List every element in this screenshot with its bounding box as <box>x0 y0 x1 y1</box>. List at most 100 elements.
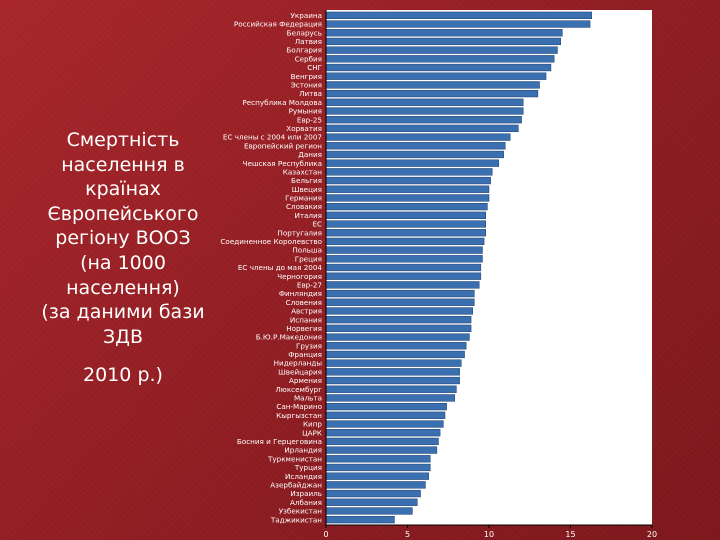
category-label: Италия <box>294 211 322 220</box>
category-label: Эстония <box>291 81 322 90</box>
category-label: Босния и Герцеговина <box>237 437 322 446</box>
category-label: Германия <box>285 194 322 203</box>
category-label: Исландия <box>285 472 322 481</box>
bar <box>325 463 431 472</box>
bar <box>325 507 413 515</box>
bar <box>325 368 460 376</box>
bar <box>325 98 524 106</box>
category-label: ЦАРК <box>302 428 322 437</box>
category-label: Сербия <box>295 54 322 63</box>
bar <box>325 168 493 176</box>
category-label: Болгария <box>286 46 322 55</box>
bar <box>325 246 483 254</box>
category-label: Румыния <box>289 107 322 116</box>
category-label: Словения <box>286 298 322 307</box>
category-label: Туркменистан <box>267 454 322 463</box>
bar <box>325 429 441 437</box>
bar <box>325 342 467 350</box>
category-label: ЕС <box>312 220 322 229</box>
bar <box>325 107 524 115</box>
category-label: Кыргызстан <box>276 411 322 420</box>
category-label: Казахстан <box>283 167 323 176</box>
category-label: Литва <box>299 89 322 98</box>
bar <box>325 394 456 402</box>
category-label: Российская Федерация <box>234 20 322 29</box>
bar <box>325 516 395 524</box>
category-label: Хорватия <box>286 124 322 133</box>
bar <box>325 498 418 506</box>
bar <box>325 133 511 141</box>
bar <box>325 446 438 454</box>
bar <box>325 159 500 167</box>
category-label: Португалия <box>277 228 322 237</box>
bar <box>325 350 465 359</box>
bar <box>325 481 426 489</box>
category-label: Евр-27 <box>297 280 322 289</box>
category-label: Турция <box>294 463 322 472</box>
bar <box>325 359 462 367</box>
bar <box>325 263 482 272</box>
category-label: Беларусь <box>287 28 322 37</box>
category-label: Австрия <box>291 307 322 316</box>
bar <box>325 472 429 480</box>
category-label: ЕС члены до мая 2004 <box>238 263 323 272</box>
x-tick-label: 15 <box>565 530 575 539</box>
category-label: Грузия <box>296 341 322 350</box>
bar <box>325 81 540 89</box>
bar <box>325 229 486 237</box>
category-label: Украина <box>291 11 322 20</box>
category-label: Испания <box>290 315 322 324</box>
category-label: Словакия <box>286 202 322 211</box>
bar <box>325 20 591 28</box>
category-label: Финляндия <box>279 289 322 298</box>
bar <box>325 307 473 315</box>
bar <box>325 333 470 341</box>
bar <box>325 150 504 159</box>
category-label: Дания <box>298 150 322 159</box>
category-label: Латвия <box>295 37 322 46</box>
bar <box>325 324 472 333</box>
bar <box>325 89 539 98</box>
category-label: Мальта <box>294 394 322 403</box>
bar <box>325 298 475 306</box>
category-label: Европейский регион <box>244 141 322 150</box>
category-label: Кипр <box>303 420 322 429</box>
category-label: Ирландия <box>284 446 322 455</box>
category-label: Таджикистан <box>270 515 322 524</box>
bar <box>325 420 444 428</box>
category-label: Венгрия <box>291 72 322 81</box>
bar <box>325 185 490 193</box>
category-label: Швеция <box>292 185 322 194</box>
bar <box>325 316 472 324</box>
slide-year: 2010 р.) <box>83 364 163 386</box>
bar <box>325 211 486 219</box>
category-label: Польша <box>292 246 322 255</box>
bar <box>325 46 558 54</box>
category-label: Республика Молдова <box>242 98 322 107</box>
bar <box>325 455 431 463</box>
category-label: Люксембург <box>275 385 322 394</box>
bar <box>325 220 486 228</box>
bar <box>325 116 522 124</box>
bar <box>325 55 555 63</box>
x-tick-label: 5 <box>405 530 410 539</box>
bar <box>325 29 563 37</box>
category-label: Израиль <box>290 489 322 498</box>
bar <box>325 281 480 289</box>
x-tick-label: 0 <box>323 530 328 539</box>
bar <box>325 289 475 298</box>
bar <box>325 194 490 202</box>
category-label: Греция <box>295 254 322 263</box>
bar <box>325 11 592 19</box>
category-label: Норвегия <box>286 324 322 333</box>
category-label: Швейцария <box>278 367 322 376</box>
bar <box>325 437 439 446</box>
bar <box>325 385 457 393</box>
category-label: Бельгия <box>291 176 322 185</box>
category-label: ЕС члены с 2004 или 2007 <box>223 133 322 142</box>
category-label: Черногория <box>277 272 322 281</box>
category-label: Сан-Марино <box>276 402 322 411</box>
bar <box>325 402 447 411</box>
category-label: Б.Ю.Р.Македония <box>256 333 322 342</box>
